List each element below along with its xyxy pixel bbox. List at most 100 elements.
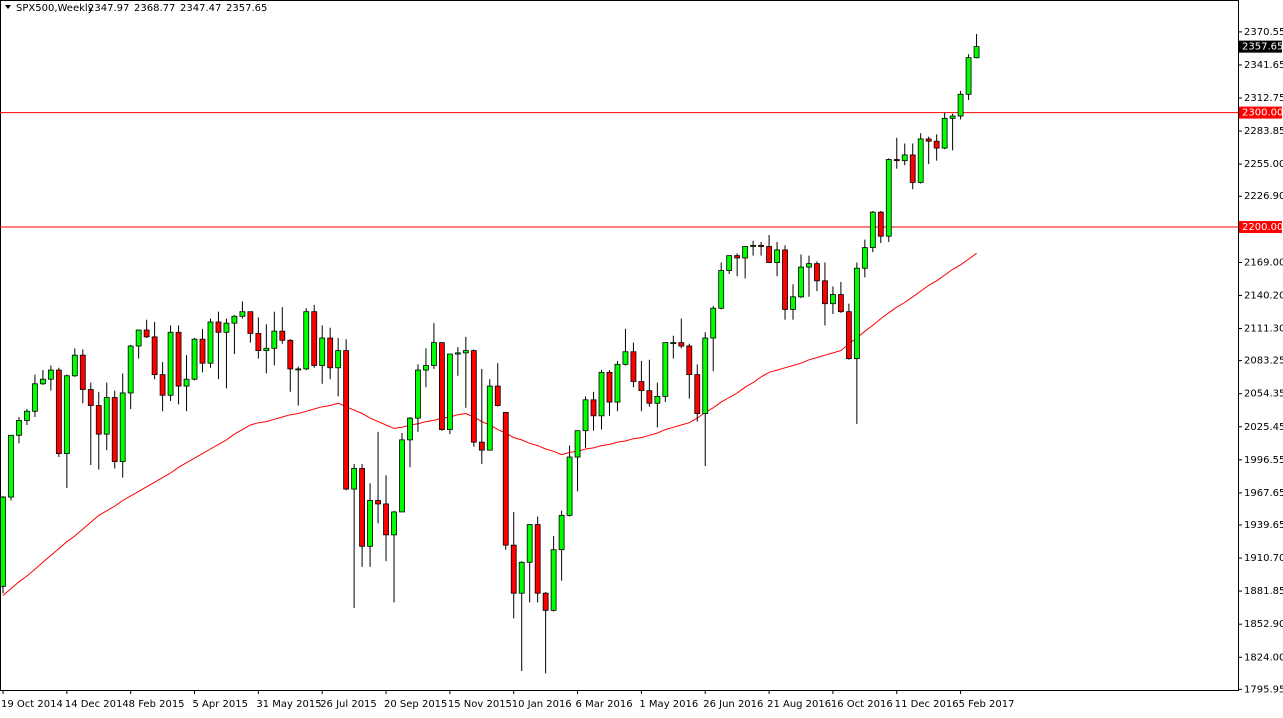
candle-body <box>135 329 142 347</box>
candle-body <box>311 311 318 366</box>
candle <box>367 483 373 567</box>
x-tick-label: 26 Jul 2015 <box>320 699 377 710</box>
candle <box>638 360 645 412</box>
candle <box>40 370 46 385</box>
y-tick-label: 2025.45 <box>1244 422 1283 433</box>
candle-body <box>255 333 262 352</box>
candle <box>71 348 78 377</box>
candle <box>8 434 14 501</box>
candle-body <box>646 390 653 404</box>
candle-body <box>231 315 238 324</box>
y-tick-label: 2111.30 <box>1244 324 1283 335</box>
candle-body <box>662 342 669 397</box>
header-low: 2347.47 <box>180 3 221 14</box>
candle <box>702 332 709 467</box>
candle-body <box>670 342 677 344</box>
candle <box>111 390 118 469</box>
candle-body <box>925 138 932 142</box>
candle <box>933 134 940 161</box>
y-tick-label: 1881.85 <box>1244 586 1283 597</box>
candle <box>877 211 884 244</box>
y-tick-label: 2341.65 <box>1244 60 1283 71</box>
price-tag <box>1239 40 1282 53</box>
header-high: 2368.77 <box>134 3 175 14</box>
candle-body <box>16 420 22 436</box>
candle <box>853 262 860 424</box>
candle <box>399 432 405 513</box>
candle-body <box>343 350 350 490</box>
candle <box>885 158 892 242</box>
candle-body <box>510 544 517 594</box>
candle-body <box>55 369 62 454</box>
menu-arrow <box>5 5 11 9</box>
candle <box>127 344 134 409</box>
candle-body <box>127 345 134 394</box>
candle <box>869 211 876 253</box>
candle <box>654 382 661 428</box>
candle-body <box>438 342 445 430</box>
candle <box>526 524 533 603</box>
x-tick-label: 14 Dec 2014 <box>65 699 129 710</box>
candle-body <box>215 321 222 333</box>
candle-body <box>335 350 342 369</box>
candle <box>574 430 581 492</box>
candle <box>478 368 485 464</box>
candle <box>718 262 725 310</box>
y-tick-label: 1967.65 <box>1244 488 1283 499</box>
candle-body <box>207 321 214 364</box>
candle-body <box>718 270 725 309</box>
candle <box>423 348 429 388</box>
candle-body <box>526 524 533 563</box>
candle <box>462 336 469 408</box>
y-tick-label: 1852.90 <box>1244 619 1283 630</box>
candle-body <box>32 383 38 412</box>
candle-body <box>558 514 565 551</box>
x-tick-label: 31 May 2015 <box>256 699 321 710</box>
candle-body <box>470 350 477 443</box>
candle-body <box>590 399 597 417</box>
candle <box>758 241 764 256</box>
candle-body <box>957 93 964 117</box>
candle-body <box>734 255 741 259</box>
candle-body <box>494 385 501 406</box>
candle-body <box>103 397 110 435</box>
candle-body <box>726 255 733 271</box>
candle-body <box>806 263 812 268</box>
candle <box>119 373 126 478</box>
candle-body <box>478 441 485 451</box>
candle-body <box>518 561 525 594</box>
candle <box>726 255 733 274</box>
symbol-label: SPX500,Weekly <box>16 3 94 14</box>
candle-body <box>838 294 844 313</box>
y-tick-label: 1795.95 <box>1244 684 1283 695</box>
candle <box>630 342 637 388</box>
candle-body <box>598 371 605 417</box>
candle <box>16 416 22 444</box>
candle-body <box>63 375 70 454</box>
y-tick-label: 1824.00 <box>1244 652 1283 663</box>
x-tick-label: 5 Feb 2017 <box>959 699 1015 710</box>
candle <box>271 311 278 366</box>
x-tick-label: 11 Dec 2016 <box>895 699 959 710</box>
candle-body <box>606 371 613 403</box>
candle-body <box>191 338 198 380</box>
candle <box>383 475 389 562</box>
candle-body <box>167 331 174 396</box>
candle-body <box>694 374 701 414</box>
candle <box>24 408 30 425</box>
candle <box>622 328 629 366</box>
candle-body <box>40 378 46 385</box>
candle-body <box>95 405 102 435</box>
y-tick-label: 2255.00 <box>1244 159 1283 170</box>
candle-body <box>462 350 469 354</box>
candle-body <box>143 329 150 338</box>
candle <box>949 113 956 151</box>
candle <box>431 323 437 369</box>
candle-body <box>87 389 94 406</box>
candle-body <box>822 280 828 305</box>
x-tick-label: 26 Jun 2016 <box>703 699 763 710</box>
candle-body <box>367 500 373 547</box>
candle <box>143 319 150 339</box>
candle-body <box>622 351 629 365</box>
